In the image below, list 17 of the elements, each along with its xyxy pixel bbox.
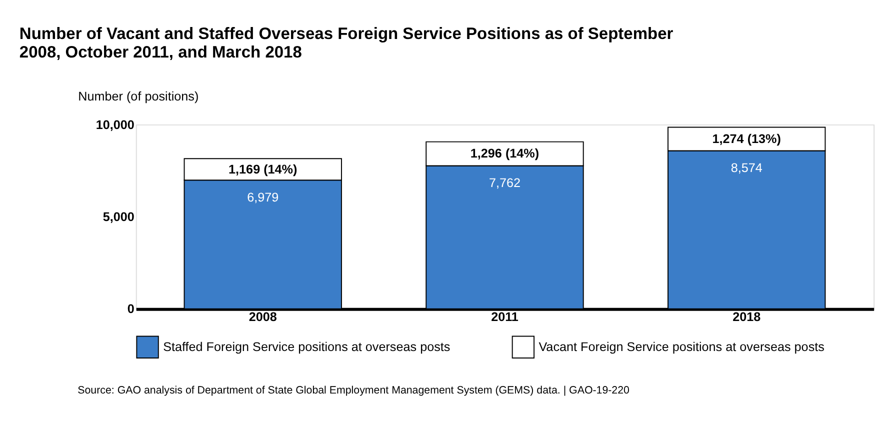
data-label: 1,296 (14%) <box>470 146 540 161</box>
x-tick-label: 2011 <box>491 310 518 324</box>
y-tick-label: 0 <box>127 302 134 316</box>
y-tick-label: 5,000 <box>102 210 134 224</box>
chart-title: Number of Vacant and Staffed Overseas Foreign Service Positions as of September 2008, October 2011, and March 2018 <box>19 25 674 62</box>
data-label: 8,574 <box>730 161 762 176</box>
x-tick-label: 2018 <box>732 310 761 324</box>
data-label: 7,762 <box>488 176 521 190</box>
legend-label: Vacant Foreign Service positions at overseas posts <box>538 340 824 354</box>
data-label: 1,274 (13%) <box>712 132 781 146</box>
legend-label: Staffed Foreign Service positions at overseas posts <box>163 340 450 354</box>
source-note: Source: GAO analysis of Department of State Global Employment Management System (GEMS) data. | GAO-19-220 <box>78 384 630 396</box>
data-label: 6,979 <box>247 190 279 205</box>
x-tick-label: 2008 <box>248 310 277 324</box>
data-label: 1,169 (14%) <box>228 162 298 176</box>
y-tick-label: 10,000 <box>96 118 134 132</box>
y-axis-title: Number (of positions) <box>78 90 199 104</box>
